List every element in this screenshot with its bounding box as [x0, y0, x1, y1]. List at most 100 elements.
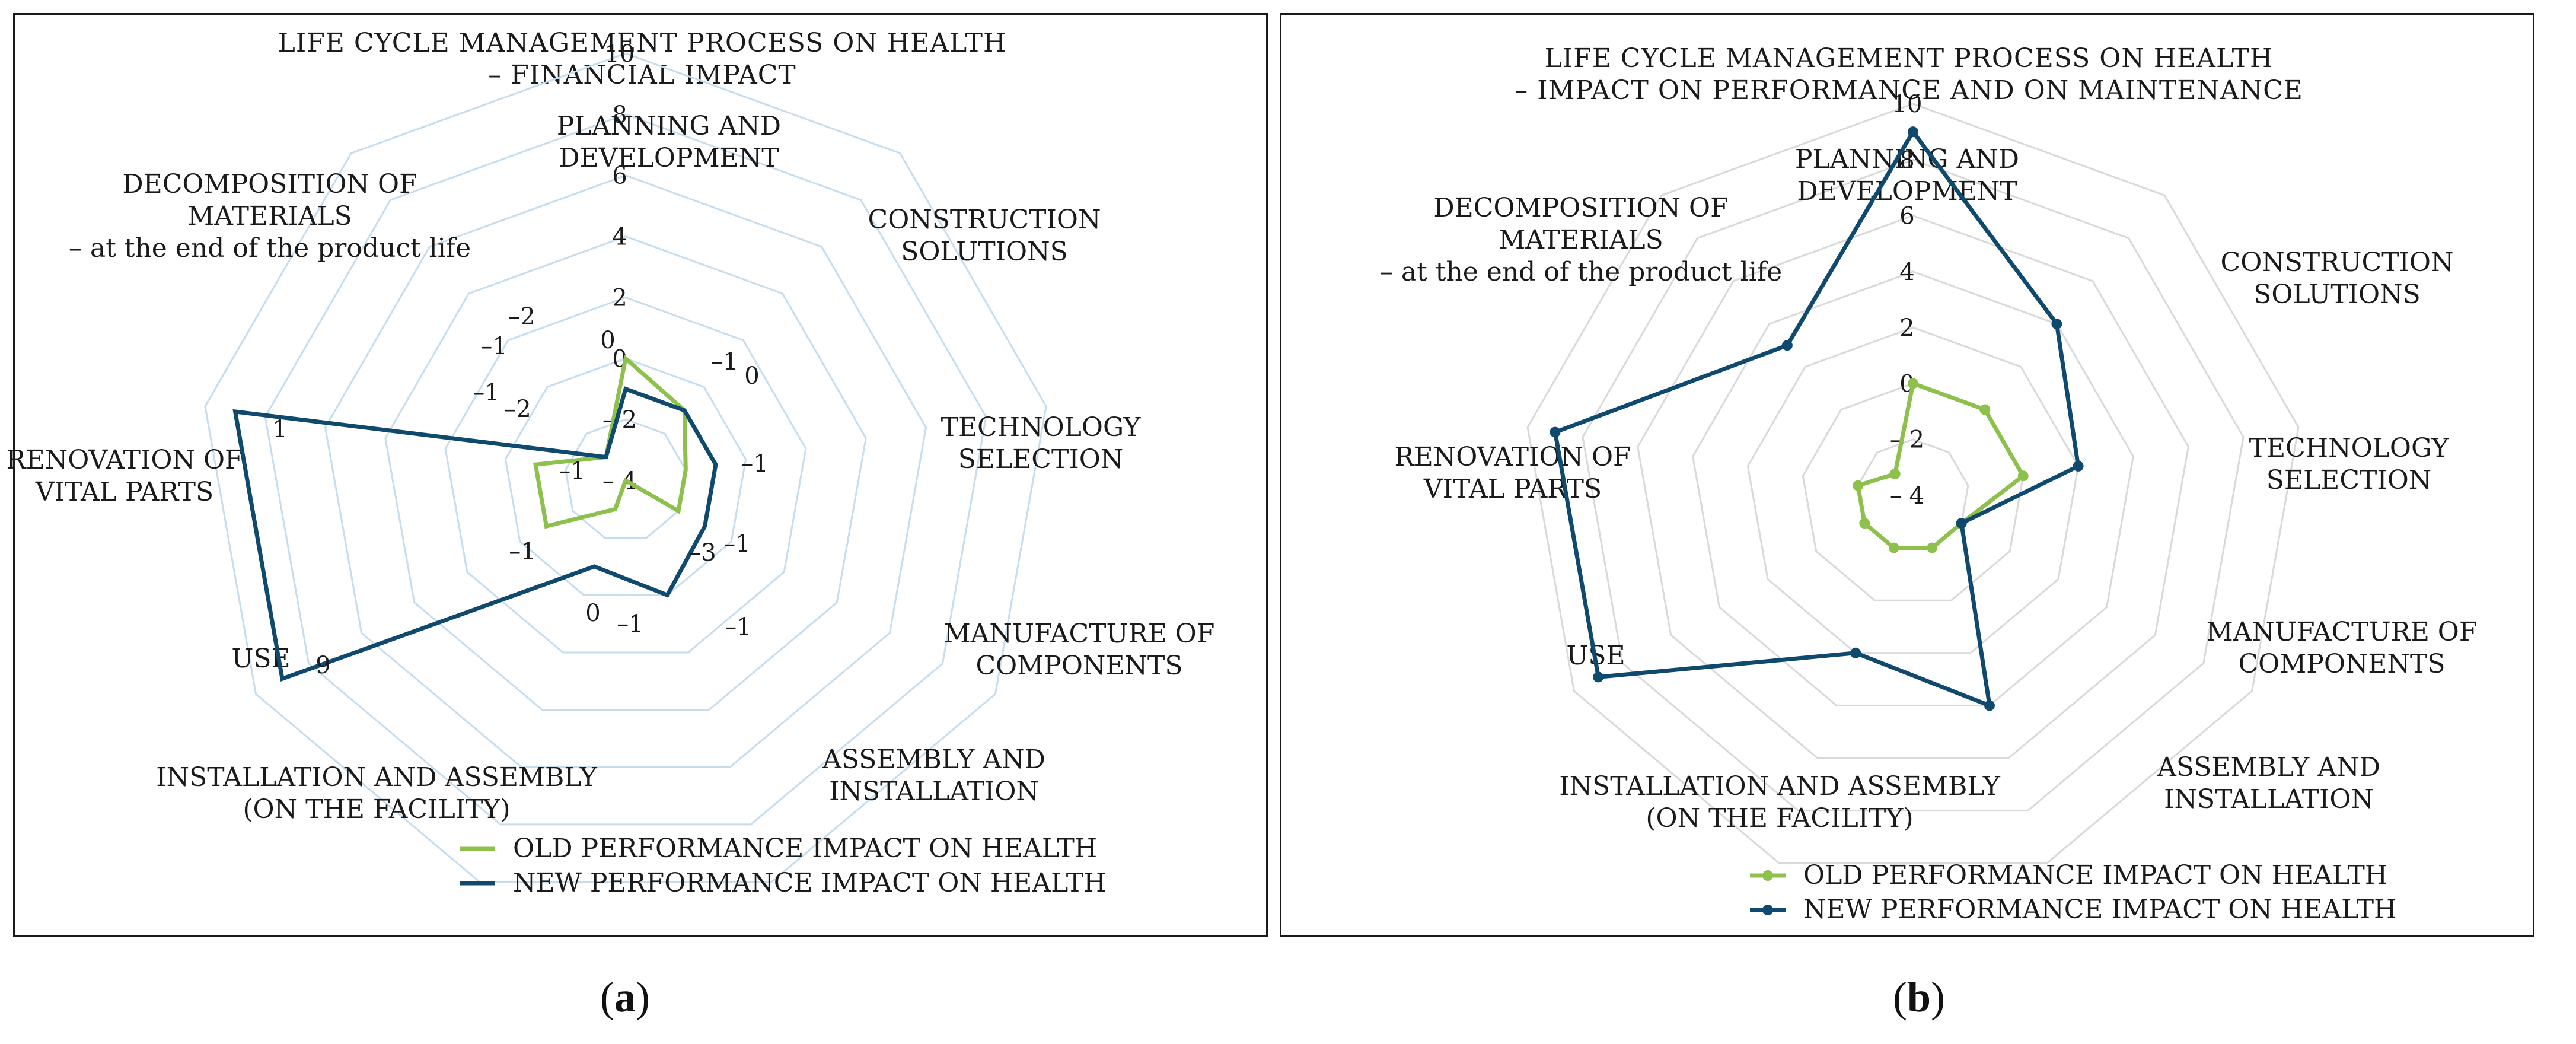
chart-title-line: – FINANCIAL IMPACT [488, 60, 796, 90]
series-line [232, 386, 718, 682]
category-label-line: DECOMPOSITION OF [122, 169, 417, 199]
category-label: TECHNOLOGY SELECTION [941, 412, 1142, 475]
chart-title-line: LIFE CYCLE MANAGEMENT PROCESS ON HEALTH [1545, 43, 2274, 74]
series-point [1593, 671, 1604, 683]
series-point [1853, 480, 1864, 491]
category-labels: PLANNING AND DEVELOPMENT CONSTRUCTION SOLUT… [1380, 144, 2478, 833]
category-label-line: SELECTION [2266, 465, 2432, 495]
series-point [1956, 518, 1967, 529]
category-label-line: SELECTION [958, 444, 1124, 475]
category-label-line: – at the end of the product life [1380, 257, 1782, 287]
data-label: –1 [723, 530, 750, 558]
grid-ring [1746, 326, 2080, 654]
series-point [2073, 460, 2084, 472]
category-label-line: DEVELOPMENT [1797, 176, 2017, 206]
category-label-line: COMPONENTS [975, 651, 1182, 681]
radial-tick-label: 10 [1892, 91, 1923, 118]
legend-label: NEW PERFORMANCE IMPACT ON HEALTH [1803, 895, 2396, 925]
category-label-line: DEVELOPMENT [559, 143, 779, 173]
category-label: CONSTRUCTION SOLUTIONS [2221, 247, 2454, 310]
series-point [1550, 426, 1561, 438]
category-label-line: SOLUTIONS [2253, 279, 2421, 310]
category-label-line: VITAL PARTS [35, 477, 213, 507]
category-label-line: MANUFACTURE OF [944, 619, 1215, 649]
radial-tick-label: 8 [612, 101, 627, 129]
data-label: –1 [617, 610, 643, 638]
data-label: 0 [585, 600, 600, 627]
category-label-line: (ON THE FACILITY) [1646, 803, 1913, 833]
category-label-line: ASSEMBLY AND [822, 744, 1045, 775]
legend-label: OLD PERFORMANCE IMPACT ON HEALTH [1803, 860, 2387, 890]
legend-marker [1762, 870, 1773, 881]
series-line [1552, 128, 2081, 709]
series-point [1859, 518, 1870, 529]
legend-label: OLD PERFORMANCE IMPACT ON HEALTH [513, 833, 1097, 864]
series-old [1853, 378, 2029, 553]
panel-label-a-text: a [614, 973, 636, 1021]
radial-tick-label: 4 [1899, 259, 1914, 286]
category-label-line: CONSTRUCTION [868, 205, 1101, 235]
category-label-line: VITAL PARTS [1423, 474, 1602, 504]
series-point [2051, 319, 2062, 330]
series-point [1888, 542, 1899, 553]
data-label: –1 [559, 457, 585, 485]
radial-tick-label: 2 [612, 284, 627, 311]
grid-ring [1582, 158, 2245, 812]
data-label: –1 [480, 333, 507, 360]
category-label-line: RENOVATION OF [6, 445, 243, 475]
category-label: RENOVATION OF VITAL PARTS [6, 445, 243, 507]
radial-tick-label: 6 [612, 163, 627, 190]
series-point [1850, 647, 1861, 658]
series-line [533, 354, 688, 529]
category-label: TECHNOLOGY SELECTION [2249, 433, 2450, 495]
grid-ring [444, 296, 807, 654]
category-label: RENOVATION OF VITAL PARTS [1394, 442, 1631, 504]
radar-chart-a: LIFE CYCLE MANAGEMENT PROCESS ON HEALTH–… [6, 28, 1215, 898]
series-new [1550, 126, 2084, 711]
category-label-line: MATERIALS [1499, 225, 1663, 255]
category-label-line: CONSTRUCTION [2221, 247, 2454, 278]
category-label: MANUFACTURE OF COMPONENTS [944, 619, 1215, 681]
category-label-line: PLANNING AND [557, 111, 781, 141]
data-label: 9 [315, 652, 330, 679]
category-label: DECOMPOSITION OF MATERIALS – at the end of… [69, 169, 471, 263]
grid-ring [324, 174, 927, 768]
legend: OLD PERFORMANCE IMPACT ON HEALTH NEW PERF… [1750, 860, 2396, 925]
series-point [1979, 404, 1991, 415]
data-label: –1 [473, 379, 499, 406]
data-labels: 0–10–1–10–11–1–1–2–1–3–1–1–29 [272, 303, 768, 679]
series-point [1889, 468, 1901, 479]
category-label-line: ASSEMBLY AND [2157, 752, 2380, 782]
category-label: ASSEMBLY AND INSTALLATION [822, 744, 1045, 807]
grid-ring [384, 235, 867, 711]
chart-title-line: – IMPACT ON PERFORMANCE AND ON MAINTENAN… [1515, 75, 2303, 106]
category-label: INSTALLATION AND ASSEMBLY (ON THE FACILIT… [156, 762, 598, 825]
category-label: PLANNING AND DEVELOPMENT [1795, 144, 2019, 206]
radial-tick-label: 4 [612, 224, 627, 251]
category-label: DECOMPOSITION OF MATERIALS – at the end of… [1380, 193, 1782, 287]
category-label-line: SOLUTIONS [901, 237, 1068, 267]
data-label: –2 [504, 396, 531, 423]
grid-ring [1526, 103, 2300, 864]
category-label-line: DECOMPOSITION OF [1433, 193, 1728, 223]
category-label-line: COMPONENTS [2238, 649, 2445, 679]
category-label-line: (ON THE FACILITY) [243, 794, 510, 825]
legend-marker [1762, 905, 1773, 915]
series-line [1856, 380, 2026, 550]
category-label-line: TECHNOLOGY [941, 412, 1142, 443]
grid-ring [204, 52, 1047, 883]
category-label-line: INSTALLATION AND ASSEMBLY [156, 762, 598, 792]
category-label-line: RENOVATION OF [1394, 442, 1631, 472]
category-label: PLANNING AND DEVELOPMENT [557, 111, 781, 173]
data-label: –3 [689, 539, 716, 566]
category-label-line: TECHNOLOGY [2249, 433, 2450, 463]
data-label: 0 [600, 327, 615, 354]
category-label: CONSTRUCTION SOLUTIONS [868, 205, 1101, 267]
grid-ring [504, 357, 747, 596]
radial-tick-label: 10 [605, 40, 635, 68]
panel-label-a: (a) [600, 973, 650, 1021]
category-label-line: MANUFACTURE OF [2207, 617, 2478, 647]
category-label-line: INSTALLATION [2164, 784, 2374, 814]
